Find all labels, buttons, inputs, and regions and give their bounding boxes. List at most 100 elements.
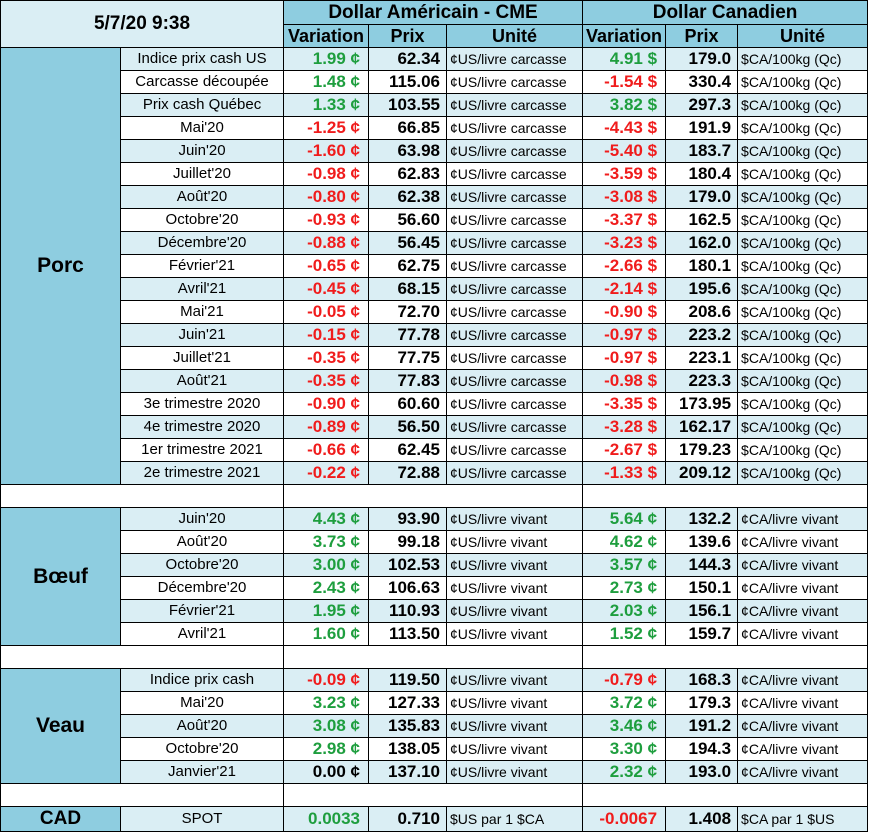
cad-unit: ¢CA/livre vivant [737,691,869,715]
cad-unit: $CA/100kg (Qc) [737,323,869,347]
cad-variation: 4.62 ¢ [582,530,667,554]
table-row: Veau Indice prix cash -0.09 ¢ 119.50 ¢US/liv… [0,668,869,784]
cad-price: 1.408 [665,806,739,832]
cad-variation: -0.97 $ [582,323,667,347]
cad-unit: ¢CA/livre vivant [737,622,869,646]
cad-price: 223.3 [665,369,739,393]
usd-unit: ¢US/livre carcasse [446,185,584,209]
usd-unit: ¢US/livre vivant [446,576,584,600]
section-spacer [0,484,869,508]
table-row: Octobre'20 3.00 ¢ 102.53 ¢US/livre vivant 3.… [1,553,869,577]
cad-unit: $CA/100kg (Qc) [737,185,869,209]
usd-unit: ¢US/livre carcasse [446,369,584,393]
table-row: Décembre'20 -0.88 ¢ 56.45 ¢US/livre carcass… [1,231,869,255]
cad-unit: $CA/100kg (Qc) [737,70,869,94]
usd-unit: ¢US/livre vivant [446,553,584,577]
timestamp: 5/7/20 9:38 [0,0,285,48]
row-label: Janvier'21 [119,760,285,784]
table-row: Janvier'21 0.00 ¢ 137.10 ¢US/livre vivant 2.… [1,760,869,784]
cad-price: 162.5 [665,208,739,232]
usd-price: 115.06 [368,70,448,94]
cad-price: 191.9 [665,116,739,140]
usd-variation: 3.08 ¢ [283,714,370,738]
row-label: Juin'20 [119,139,285,163]
cad-unit: $CA/100kg (Qc) [737,139,869,163]
usd-unit: ¢US/livre carcasse [446,47,584,71]
usd-price: 68.15 [368,277,448,301]
cad-price: 132.2 [665,507,739,531]
cad-variation: -3.23 $ [582,231,667,255]
cad-variation: -4.43 $ [582,116,667,140]
cad-price: 297.3 [665,93,739,117]
usd-unit: ¢US/livre carcasse [446,392,584,416]
row-label: 2e trimestre 2021 [119,461,285,485]
cad-spot-row: CAD SPOT 0.0033 0.710 $US par 1 $CA -0.0067 1.… [0,806,869,832]
cad-price: 223.1 [665,346,739,370]
usd-variation: -0.05 ¢ [283,300,370,324]
cad-price: 193.0 [665,760,739,784]
spacer-cell [0,484,285,508]
cad-variation: -3.35 $ [582,392,667,416]
usd-price: 66.85 [368,116,448,140]
row-label: SPOT [119,806,285,832]
cad-price: 139.6 [665,530,739,554]
usd-price: 103.55 [368,93,448,117]
section-spacer [0,645,869,669]
usd-unit: ¢US/livre vivant [446,622,584,646]
usd-variation: -0.22 ¢ [283,461,370,485]
table-row: Août'21 -0.35 ¢ 77.83 ¢US/livre carcasse -0.… [1,369,869,393]
cad-unit: $CA/100kg (Qc) [737,47,869,71]
usd-variation: 2.43 ¢ [283,576,370,600]
row-label: Indice prix cash US [119,47,285,71]
usd-price: 135.83 [368,714,448,738]
cad-variation: 3.72 ¢ [582,691,667,715]
section-spacer [0,783,869,807]
usd-price: 0.710 [368,806,448,832]
usd-variation: -0.35 ¢ [283,369,370,393]
cad-price: 223.2 [665,323,739,347]
cad-price: 180.1 [665,254,739,278]
cad-unit: ¢CA/livre vivant [737,507,869,531]
cad-variation: 2.32 ¢ [582,760,667,784]
row-label: 4e trimestre 2020 [119,415,285,439]
cad-variation: -2.67 $ [582,438,667,462]
table-row: Février'21 -0.65 ¢ 62.75 ¢US/livre carcasse… [1,254,869,278]
cad-variation: 3.30 ¢ [582,737,667,761]
usd-price: 63.98 [368,139,448,163]
row-label: Décembre'20 [119,576,285,600]
cad-price: 179.0 [665,185,739,209]
cad-variation: 4.91 $ [582,47,667,71]
cad-unit: ¢CA/livre vivant [737,737,869,761]
usd-unit: ¢US/livre carcasse [446,346,584,370]
cad-variation: -1.54 $ [582,70,667,94]
usd-unit: ¢US/livre vivant [446,668,584,692]
usd-unit: ¢US/livre carcasse [446,438,584,462]
cad-price: 179.3 [665,691,739,715]
cad-price: 191.2 [665,714,739,738]
row-label: Février'21 [119,254,285,278]
usd-price: 138.05 [368,737,448,761]
usd-price: 137.10 [368,760,448,784]
usd-price: 127.33 [368,691,448,715]
usd-unit: ¢US/livre carcasse [446,93,584,117]
usd-variation: 1.33 ¢ [283,93,370,117]
cad-prix-header: Prix [665,24,739,48]
cad-variation: 3.82 $ [582,93,667,117]
usd-unit: ¢US/livre vivant [446,507,584,531]
usd-unit: ¢US/livre carcasse [446,461,584,485]
cad-price: 194.3 [665,737,739,761]
usd-variation: -0.89 ¢ [283,415,370,439]
usd-prix-header: Prix [368,24,448,48]
usd-unit: ¢US/livre vivant [446,530,584,554]
usd-unit: $US par 1 $CA [446,806,584,832]
cad-variation: 5.64 ¢ [582,507,667,531]
cad-price: 330.4 [665,70,739,94]
row-label: Août'21 [119,369,285,393]
cad-price: 179.23 [665,438,739,462]
cad-price: 156.1 [665,599,739,623]
row-label: Mai'21 [119,300,285,324]
table-row: 4e trimestre 2020 -0.89 ¢ 56.50 ¢US/livre c… [1,415,869,439]
usd-unit: ¢US/livre vivant [446,691,584,715]
table-row: Août'20 3.08 ¢ 135.83 ¢US/livre vivant 3.46 … [1,714,869,738]
cad-unit: $CA/100kg (Qc) [737,392,869,416]
